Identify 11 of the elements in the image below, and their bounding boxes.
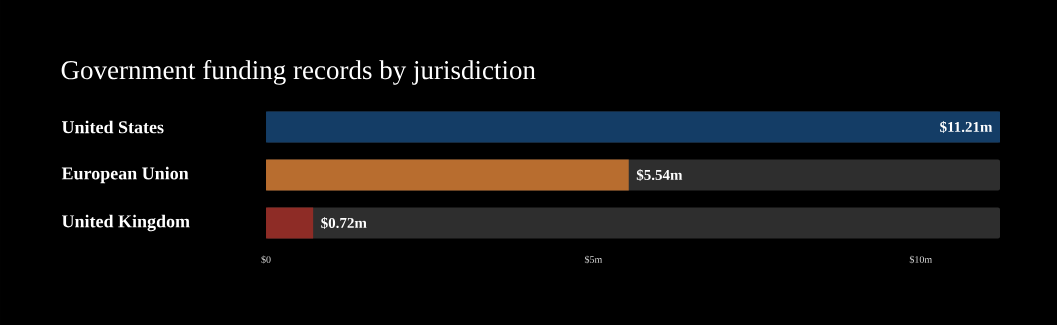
x-tick-label: $10m xyxy=(909,255,933,264)
data-label: $0.72m xyxy=(321,217,367,230)
y-tick-label: European Union xyxy=(61,166,189,184)
y-tick-label: United States xyxy=(61,120,164,134)
bar xyxy=(266,207,314,239)
chart-title: Government funding records by jurisdiction xyxy=(61,59,536,85)
x-tick-label: $5m xyxy=(584,255,603,264)
x-tick-label: $0 xyxy=(261,255,271,264)
data-label: $5.54m xyxy=(636,169,683,182)
y-tick-label: United Kingdom xyxy=(61,214,190,232)
data-label: $11.21m xyxy=(940,121,993,134)
